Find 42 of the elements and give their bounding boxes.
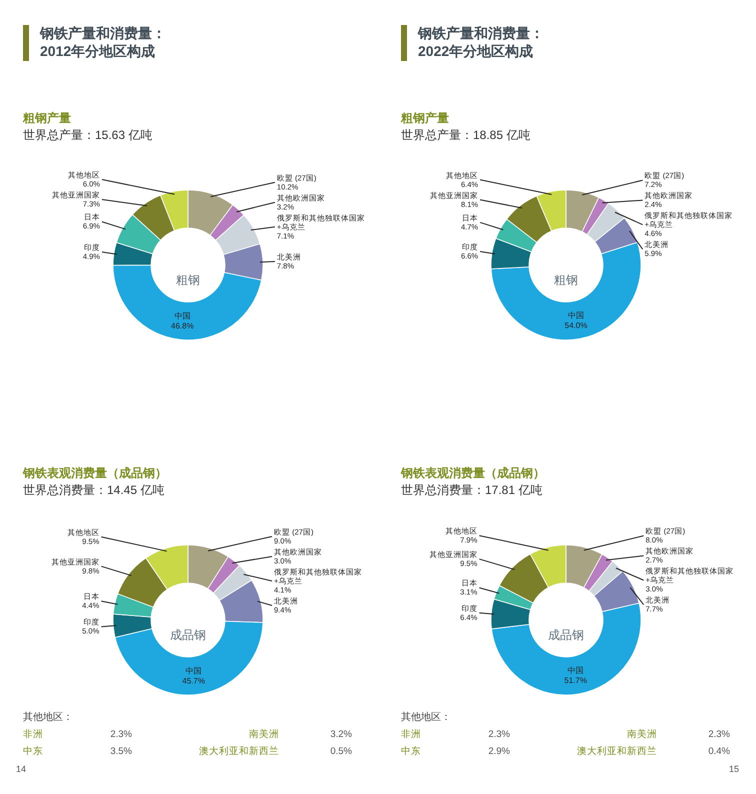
text: 澳大利亚和新西兰 [577,745,657,757]
text: 0.4% [708,746,731,757]
text: 粗钢 [554,273,578,287]
slice-label: 中国 [174,312,190,321]
text: 非洲 [401,728,421,740]
chart-title: 钢铁表观消费量（成品钢） [400,466,545,480]
text: 3.5% [110,746,133,757]
text: 成品钢 [548,628,584,642]
chart-subtitle: 世界总消费量：17.81 亿吨 [401,483,542,497]
chart-subtitle: 世界总产量：15.63 亿吨 [23,128,152,142]
text: 中东 [23,745,43,757]
text: 非洲 [23,728,43,740]
text: 其他地区： [401,711,451,723]
chart-subtitle: 世界总产量：18.85 亿吨 [401,128,530,142]
text: 3.2% [330,729,353,740]
text: 2.9% [488,746,511,757]
text: 其他地区： [23,711,73,723]
text: 14 [16,764,26,774]
text: 澳大利亚和新西兰 [199,745,279,757]
chart-title: 粗钢产量 [22,111,71,125]
text: 15 [728,764,739,774]
chart-title: 粗钢产量 [400,111,449,125]
text: 粗钢 [176,273,200,287]
data-label: 54.0% [564,321,588,330]
text: 2.3% [110,729,133,740]
text: 2.3% [488,729,511,740]
text: 2.3% [708,729,731,740]
text: 中东 [401,745,421,757]
text: 钢铁产量和消费量： 2022年分地区构成 [417,25,544,59]
chart-subtitle: 世界总消费量：14.45 亿吨 [23,483,164,497]
text: 成品钢 [170,628,206,642]
slice-label: 中国 [186,666,202,676]
text: 南美洲 [249,728,279,740]
text: 0.5% [330,746,353,757]
slice-label: 中国 [568,666,584,676]
text: 南美洲 [627,728,657,740]
text: 钢铁产量和消费量： 2012年分地区构成 [39,25,166,59]
chart-title: 钢铁表观消费量（成品钢） [22,466,167,480]
data-label: 51.7% [564,676,587,686]
slice-label: 中国 [568,311,584,320]
data-label: 46.8% [171,322,194,331]
data-label: 45.7% [182,676,205,686]
